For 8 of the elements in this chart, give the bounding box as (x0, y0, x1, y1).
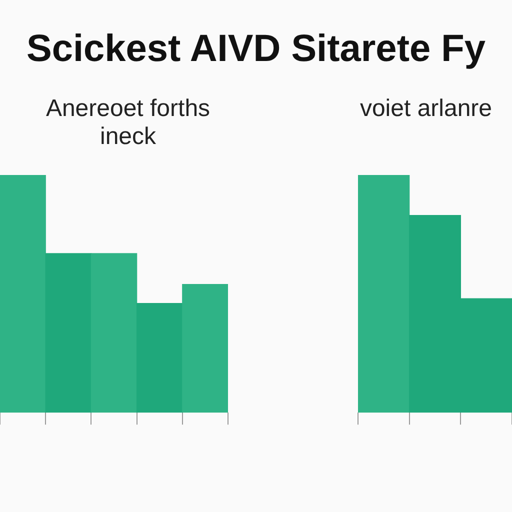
bar (90, 253, 138, 413)
bar (0, 175, 46, 413)
chart-subtitle: voiet arlanre (358, 95, 494, 124)
bar (182, 284, 228, 413)
chart-title: Scickest AIVD Sitarete Fy (25, 28, 487, 71)
bar (136, 302, 183, 413)
chart-subtitle: Anereoet forths ineck (44, 95, 212, 152)
bar (45, 253, 92, 413)
